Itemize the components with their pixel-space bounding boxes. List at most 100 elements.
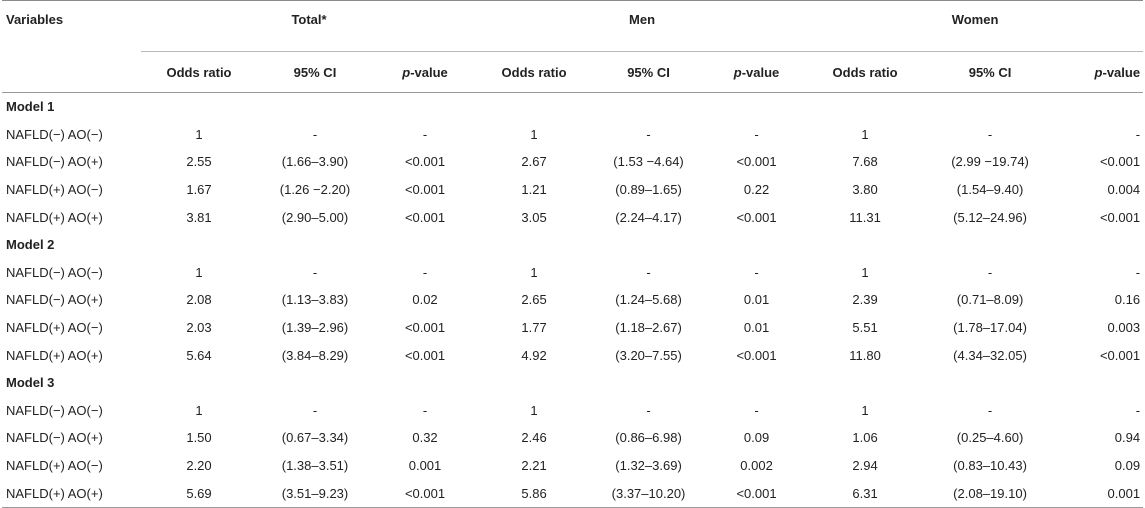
model-label: Model 1 (6, 99, 55, 115)
women-ci-cell: (1.78–17.04) (953, 320, 1027, 336)
total-p-value-cell: <0.001 (404, 182, 446, 198)
women-p-value-cell: - (1135, 126, 1141, 142)
table-row: NAFLD(+) AO(+) 3.81 (2.90–5.00) <0.001 3.05 (… (2, 203, 1143, 231)
total-odds-ratio-cell: 3.81 (186, 209, 212, 225)
group-underline-row (2, 51, 1144, 52)
men-ci-cell: (1.24–5.68) (615, 292, 682, 308)
total-odds-ratio-cell: 1 (195, 402, 203, 418)
men-p-value-cell: <0.001 (736, 154, 777, 170)
total-ci-cell: (1.39–2.96) (281, 320, 349, 336)
women-ci-cell: (0.83–10.43) (953, 458, 1027, 474)
model-label: Model 3 (6, 375, 55, 391)
table-row: NAFLD(+) AO(−) 2.03 (1.39–2.96) <0.001 1.77 (… (2, 314, 1143, 342)
men-p-value-cell: 0.002 (740, 458, 773, 474)
men-odds-ratio-cell: 1.77 (521, 320, 547, 336)
p-italic: p (733, 64, 742, 80)
row-label: NAFLD(+) AO(−) (6, 182, 103, 198)
total-p-value-cell: <0.001 (373, 479, 478, 508)
subheader-odds-ratio: Odds ratio (807, 52, 924, 93)
group-underline-women (807, 51, 1144, 52)
table-row: NAFLD(+) AO(−) 1.67 (1.26 −2.20) <0.001 1.21… (2, 176, 1143, 204)
women-odds-ratio-cell: 1 (861, 402, 869, 418)
women-odds-ratio-cell: 2.39 (852, 292, 878, 308)
subheader-ci: 95% CI (257, 52, 373, 93)
total-p-value-cell: <0.001 (404, 154, 446, 170)
subheader-row: Odds ratio 95% CI p-value Odds ratio 95%… (2, 52, 1144, 93)
women-ci-cell: - (987, 264, 993, 280)
men-odds-ratio-cell: 2.21 (521, 458, 547, 474)
men-odds-ratio-cell: 1 (530, 126, 538, 142)
men-p-value-cell: 0.09 (743, 430, 770, 446)
men-ci-cell: - (646, 264, 651, 280)
table-row: NAFLD(−) AO(+) 1.50 (0.67–3.34) 0.32 2.46 (0.… (2, 424, 1143, 452)
women-odds-ratio-cell: 2.94 (852, 458, 878, 474)
men-ci-cell: - (646, 126, 651, 142)
row-label: NAFLD(+) AO(−) (6, 320, 103, 336)
women-odds-ratio-cell: 1 (861, 126, 869, 142)
total-ci-cell: (0.67–3.34) (281, 430, 349, 446)
men-ci-cell: (3.20–7.55) (615, 347, 682, 363)
women-odds-ratio-cell: 7.68 (852, 154, 878, 170)
women-p-value-cell: - (1135, 264, 1141, 280)
men-p-value-cell: - (754, 126, 759, 142)
women-odds-ratio-cell: 3.80 (852, 182, 878, 198)
men-p-value-cell: <0.001 (736, 347, 777, 363)
table-row: NAFLD(+) AO(−) 2.20 (1.38–3.51) 0.001 2.21 (1… (2, 452, 1143, 480)
men-odds-ratio-cell: 1.21 (521, 182, 547, 198)
table-row: NAFLD(+) AO(+) 5.69 (3.51–9.23) <0.001 5.86(… (2, 479, 1144, 508)
men-odds-ratio-cell: 2.65 (521, 292, 547, 308)
total-odds-ratio-cell: 2.20 (186, 458, 212, 474)
total-odds-ratio-cell: 1 (195, 264, 203, 280)
row-label: NAFLD(−) AO(+) (6, 154, 103, 170)
total-ci-cell: (1.38–3.51) (281, 458, 349, 474)
women-odds-ratio-cell: 1 (861, 264, 869, 280)
subheader-p-value: p-value (706, 52, 808, 93)
men-ci-cell: (3.37–10.20) (591, 479, 707, 508)
women-ci-cell: - (987, 126, 993, 142)
row-label: NAFLD(−) AO(−) (6, 126, 103, 142)
total-p-value-cell: 0.32 (412, 430, 438, 446)
men-odds-ratio-cell: 5.86 (477, 479, 592, 508)
model-row: Model 3 (2, 369, 1143, 397)
total-odds-ratio-cell: 1 (195, 126, 203, 142)
total-ci-cell: - (312, 264, 318, 280)
row-label: NAFLD(+) AO(+) (6, 209, 103, 225)
men-odds-ratio-cell: 1 (530, 402, 538, 418)
subheader-odds-ratio: Odds ratio (141, 52, 257, 93)
women-ci-cell: (2.99 −19.74) (951, 154, 1029, 170)
total-odds-ratio-cell: 2.08 (186, 292, 212, 308)
men-odds-ratio-cell: 4.92 (521, 347, 547, 363)
women-p-value-cell: 0.09 (1114, 458, 1141, 474)
women-p-value-cell: <0.001 (1099, 209, 1141, 225)
women-p-value-cell: <0.001 (1099, 347, 1141, 363)
total-p-value-cell: <0.001 (404, 209, 446, 225)
total-ci-cell: (1.66–3.90) (281, 154, 349, 170)
men-ci-cell: (0.86–6.98) (615, 430, 682, 446)
total-ci-cell: (2.90–5.00) (281, 209, 349, 225)
total-ci-cell: - (312, 126, 318, 142)
total-p-value-cell: - (422, 264, 428, 280)
table-body: Model 1 NAFLD(−) AO(−) 1 - - 1 - - 1 - - NAFLD(−)… (2, 93, 1144, 508)
total-p-value-cell: <0.001 (404, 347, 446, 363)
total-odds-ratio-cell: 5.69 (141, 479, 257, 508)
men-ci-cell: (1.32–3.69) (615, 458, 682, 474)
total-p-value-cell: 0.02 (412, 292, 438, 308)
men-ci-cell: (1.53 −4.64) (613, 154, 684, 170)
group-underline-men (477, 51, 808, 52)
row-label: NAFLD(−) AO(−) (6, 264, 103, 280)
total-odds-ratio-cell: 1.50 (186, 430, 212, 446)
women-ci-cell: (1.54–9.40) (956, 182, 1024, 198)
women-p-value-cell: <0.001 (1099, 154, 1141, 170)
group-header-total: Total* (141, 0, 478, 52)
women-p-value-cell: 0.003 (1107, 320, 1141, 336)
total-odds-ratio-cell: 1.67 (186, 182, 212, 198)
women-ci-cell: (2.08–19.10) (923, 479, 1058, 508)
total-ci-cell: - (312, 402, 318, 418)
total-p-value-cell: - (422, 402, 428, 418)
men-odds-ratio-cell: 2.46 (521, 430, 547, 446)
row-label: NAFLD(+) AO(+) (6, 347, 103, 363)
subheader-ci: 95% CI (591, 52, 707, 93)
men-p-value-cell: 0.01 (743, 320, 770, 336)
total-odds-ratio-cell: 2.03 (186, 320, 212, 336)
p-italic: p (1094, 64, 1103, 80)
